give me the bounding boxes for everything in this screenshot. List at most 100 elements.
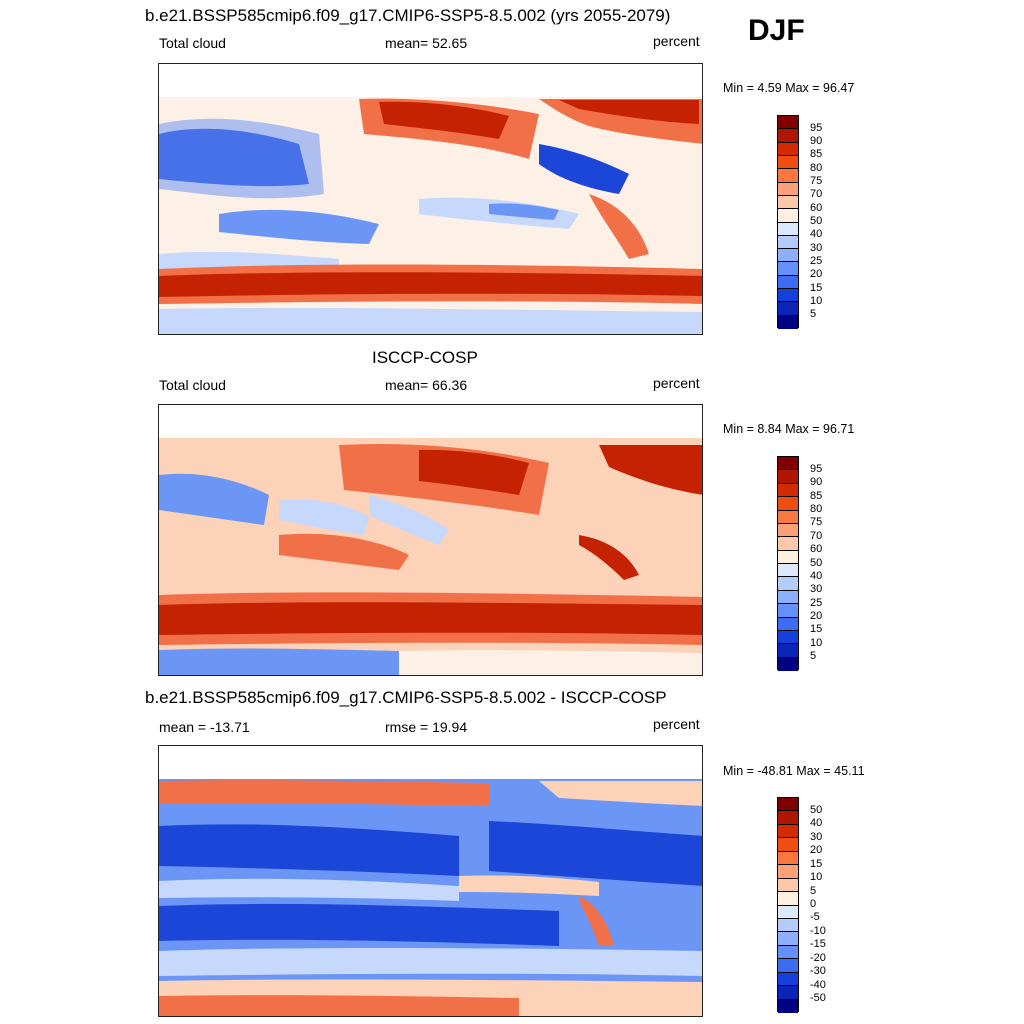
panel-3-units-label: percent xyxy=(653,716,700,732)
panel-3-title: b.e21.BSSP585cmip6.f09_g17.CMIP6-SSP5-8.… xyxy=(145,688,667,707)
colorbar-label: 75 xyxy=(810,516,823,529)
colorbar-label: 15 xyxy=(810,281,823,294)
panel-1-variable-label: Total cloud xyxy=(159,35,226,51)
panel-2-units-label: percent xyxy=(653,375,700,391)
panel-1-mean-label: mean= 52.65 xyxy=(385,35,468,51)
panel-2-title: ISCCP-COSP xyxy=(372,348,478,367)
season-label: DJF xyxy=(748,14,805,47)
colorbar-label: 75 xyxy=(810,175,823,188)
colorbar-segment xyxy=(778,182,798,196)
colorbar-label: -15 xyxy=(810,938,826,951)
colorbar-segment xyxy=(778,811,798,825)
colorbar-segment xyxy=(778,878,798,893)
colorbar-segment xyxy=(778,262,798,276)
panel-3-map xyxy=(158,745,703,1017)
colorbar-segment xyxy=(778,644,798,658)
panel-2-colorbar xyxy=(777,456,799,671)
colorbar-label: 50 xyxy=(810,556,823,569)
colorbar-segment xyxy=(778,999,798,1013)
colorbar-segment xyxy=(778,235,798,250)
panel-3-mean-label: mean = -13.71 xyxy=(159,719,250,735)
colorbar-label: 5 xyxy=(810,308,817,321)
colorbar-segment xyxy=(778,905,798,919)
colorbar-segment xyxy=(778,798,798,812)
panel-3-rmse-label: rmse = 19.94 xyxy=(385,719,468,735)
colorbar-label: 40 xyxy=(810,817,823,830)
colorbar-segment xyxy=(778,630,798,645)
colorbar-segment xyxy=(778,249,798,263)
panel-1-minmax: Min = 4.59 Max = 96.47 xyxy=(723,81,855,95)
colorbar-label: 30 xyxy=(810,583,823,596)
colorbar-label: -10 xyxy=(810,924,826,937)
panel-1-title: b.e21.BSSP585cmip6.f09_g17.CMIP6-SSP5-8.… xyxy=(145,6,671,25)
panel-2-mean-label: mean= 66.36 xyxy=(385,377,468,393)
colorbar-segment xyxy=(778,315,798,329)
colorbar-label: 30 xyxy=(810,241,823,254)
colorbar-segment xyxy=(778,564,798,578)
colorbar-label: 70 xyxy=(810,529,823,542)
colorbar-label: 60 xyxy=(810,543,823,556)
colorbar-label: -20 xyxy=(810,951,826,964)
colorbar-segment xyxy=(778,657,798,671)
colorbar-label: 40 xyxy=(810,569,823,582)
colorbar-segment xyxy=(778,155,798,170)
colorbar-segment xyxy=(778,537,798,551)
colorbar-label: 80 xyxy=(810,503,823,515)
colorbar-segment xyxy=(778,986,798,1000)
colorbar-segment xyxy=(778,523,798,538)
colorbar-label: 25 xyxy=(810,254,823,267)
colorbar-label: 10 xyxy=(810,871,823,884)
colorbar-segment xyxy=(778,932,798,946)
colorbar-label: 85 xyxy=(810,148,823,161)
colorbar-segment xyxy=(778,209,798,223)
panel-3-colorbar xyxy=(777,797,799,1013)
colorbar-label: -40 xyxy=(810,978,826,991)
colorbar-label: 95 xyxy=(810,121,823,134)
colorbar-label: 50 xyxy=(810,215,823,227)
panel-2-map xyxy=(158,404,703,676)
colorbar-segment xyxy=(778,129,798,143)
panel-3-minmax: Min = -48.81 Max = 45.11 xyxy=(723,764,865,778)
colorbar-label: 25 xyxy=(810,596,823,609)
colorbar-label: 10 xyxy=(810,636,823,649)
colorbar-segment xyxy=(778,617,798,631)
colorbar-label: 20 xyxy=(810,844,823,857)
panel-2-variable-label: Total cloud xyxy=(159,377,226,393)
colorbar-segment xyxy=(778,972,798,987)
colorbar-label: 20 xyxy=(810,610,823,622)
colorbar-segment xyxy=(778,577,798,591)
colorbar-label: 0 xyxy=(810,898,817,910)
panel-2-minmax: Min = 8.84 Max = 96.71 xyxy=(723,422,855,436)
colorbar-segment xyxy=(778,918,798,933)
colorbar-segment xyxy=(778,275,798,290)
colorbar-segment xyxy=(778,604,798,618)
colorbar-segment xyxy=(778,457,798,471)
colorbar-label: 15 xyxy=(810,623,823,636)
colorbar-label: 80 xyxy=(810,161,823,174)
colorbar-segment xyxy=(778,945,798,960)
colorbar-label: -50 xyxy=(810,992,826,1005)
colorbar-label: 30 xyxy=(810,830,823,843)
colorbar-label: -5 xyxy=(810,911,820,924)
colorbar-segment xyxy=(778,302,798,316)
colorbar-segment xyxy=(778,838,798,852)
colorbar-label: 90 xyxy=(810,476,823,489)
colorbar-label: 85 xyxy=(810,489,823,502)
colorbar-label: 5 xyxy=(810,650,817,663)
colorbar-segment xyxy=(778,865,798,879)
panel-1-map xyxy=(158,63,703,335)
colorbar-segment xyxy=(778,824,798,839)
colorbar-label: 95 xyxy=(810,462,823,475)
colorbar-label: 60 xyxy=(810,201,823,214)
colorbar-label: 10 xyxy=(810,294,823,307)
colorbar-segment xyxy=(778,169,798,183)
colorbar-label: 15 xyxy=(810,857,823,870)
colorbar-label: 50 xyxy=(810,803,823,816)
colorbar-segment xyxy=(778,550,798,564)
colorbar-label: 70 xyxy=(810,188,823,201)
colorbar-segment xyxy=(778,222,798,236)
colorbar-segment xyxy=(778,470,798,484)
colorbar-segment xyxy=(778,116,798,130)
colorbar-segment xyxy=(778,483,798,498)
colorbar-segment xyxy=(778,892,798,906)
